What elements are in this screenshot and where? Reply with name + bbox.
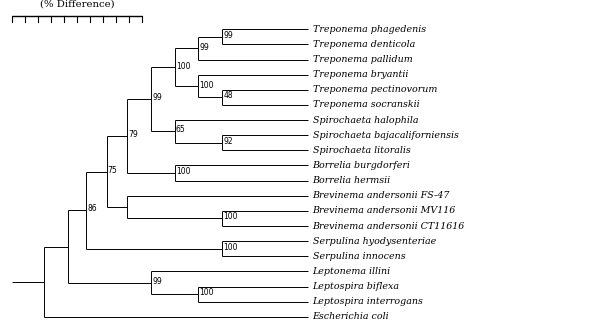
Text: Brevinema andersonii MV116: Brevinema andersonii MV116	[313, 206, 456, 215]
Text: Leptospira interrogans: Leptospira interrogans	[313, 297, 423, 306]
Text: 92: 92	[223, 137, 233, 146]
Text: Spirochaeta halophila: Spirochaeta halophila	[313, 116, 418, 124]
Text: 79: 79	[128, 130, 138, 139]
Text: 100: 100	[223, 243, 237, 252]
Text: 86: 86	[87, 204, 96, 213]
Text: Treponema bryantii: Treponema bryantii	[313, 70, 408, 79]
Text: Brevinema andersonii FS-47: Brevinema andersonii FS-47	[313, 191, 450, 200]
Text: 100: 100	[200, 288, 214, 297]
Text: 99: 99	[152, 93, 162, 102]
Text: Serpulina hyodysenteriae: Serpulina hyodysenteriae	[313, 237, 436, 246]
Text: 75: 75	[108, 166, 117, 175]
Text: 99: 99	[200, 43, 209, 52]
Text: Leptonema illini: Leptonema illini	[313, 267, 391, 276]
Text: Treponema socranskii: Treponema socranskii	[313, 100, 419, 110]
Text: Escherichia coli: Escherichia coli	[313, 312, 389, 321]
Text: 99: 99	[152, 277, 162, 286]
Text: Borrelia hermsii: Borrelia hermsii	[313, 176, 391, 185]
Text: Treponema pectinovorum: Treponema pectinovorum	[313, 85, 437, 94]
Text: Spirochaeta litoralis: Spirochaeta litoralis	[313, 146, 410, 155]
Text: Treponema denticola: Treponema denticola	[313, 40, 415, 49]
Text: Brevinema andersonii CT11616: Brevinema andersonii CT11616	[313, 222, 465, 230]
Text: Treponema phagedenis: Treponema phagedenis	[313, 25, 426, 34]
Text: 100: 100	[223, 213, 237, 221]
Text: Serpulina innocens: Serpulina innocens	[313, 252, 405, 261]
Text: 100: 100	[176, 167, 190, 176]
Text: 65: 65	[176, 125, 185, 135]
Text: 99: 99	[223, 31, 233, 40]
Text: Spirochaeta bajacaliforniensis: Spirochaeta bajacaliforniensis	[313, 131, 458, 140]
Text: Treponema pallidum: Treponema pallidum	[313, 55, 412, 64]
Text: Leptospira biflexa: Leptospira biflexa	[313, 282, 400, 291]
Text: Borrelia burgdorferi: Borrelia burgdorferi	[313, 161, 410, 170]
Text: 100: 100	[200, 81, 214, 90]
Text: (% Difference): (% Difference)	[40, 0, 114, 8]
Text: 100: 100	[176, 62, 190, 71]
Text: 48: 48	[223, 91, 233, 100]
